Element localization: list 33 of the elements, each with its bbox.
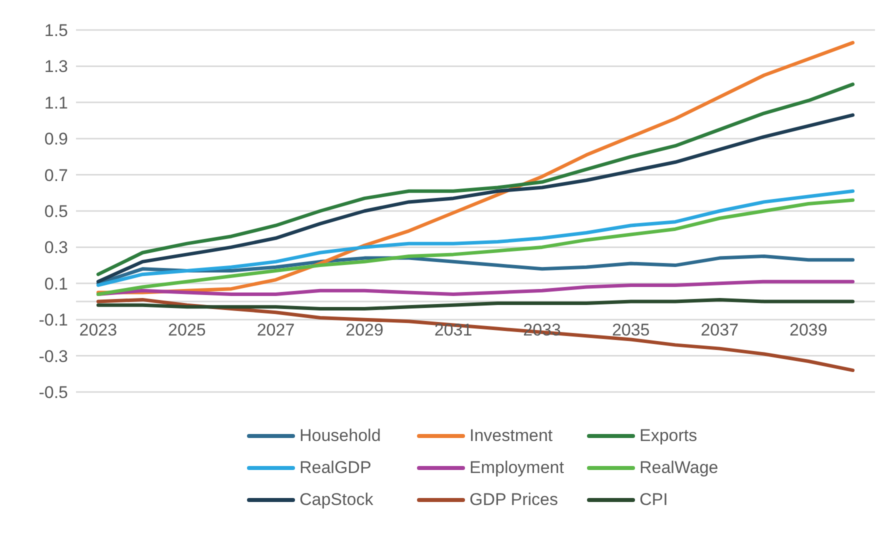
y-tick-label: 0.7 <box>44 166 68 185</box>
y-tick-label: 0.1 <box>44 274 68 294</box>
line-series <box>96 298 855 310</box>
y-tick-label: 0.9 <box>44 130 68 149</box>
y-tick-label: 1.3 <box>44 57 68 76</box>
y-tick-label: -0.3 <box>38 346 68 366</box>
y-tick-label: 0.3 <box>44 238 68 258</box>
x-tick-label: 2031 <box>434 320 472 340</box>
x-tick-label: 2027 <box>256 320 295 340</box>
x-tick-label: 2037 <box>700 320 739 340</box>
legend-label: Household <box>300 426 381 446</box>
legend-label: Exports <box>640 426 698 446</box>
legend-label: RealWage <box>640 458 718 478</box>
x-tick-label: 2025 <box>168 320 206 340</box>
y-tick-label: 0.5 <box>44 202 68 222</box>
y-tick-label: -0.1 <box>38 310 68 330</box>
legend-label: GDP Prices <box>470 490 558 510</box>
legend-label: CapStock <box>300 490 374 510</box>
legend-label: CPI <box>640 490 668 510</box>
x-tick-label: 2039 <box>790 320 828 340</box>
line-series <box>96 198 855 296</box>
y-tick-label: 1.5 <box>44 21 68 40</box>
legend-label: RealGDP <box>300 458 372 478</box>
y-tick-label: 1.1 <box>44 93 68 112</box>
legend-label: Investment <box>470 426 553 446</box>
x-tick-label: 2023 <box>79 320 118 340</box>
line-series <box>96 189 855 287</box>
x-tick-label: 2035 <box>612 320 650 340</box>
line-series <box>96 82 855 276</box>
y-tick-label: -0.5 <box>38 383 68 402</box>
legend-label: Employment <box>470 458 564 478</box>
x-tick-label: 2029 <box>346 320 384 340</box>
line-series <box>96 113 855 284</box>
